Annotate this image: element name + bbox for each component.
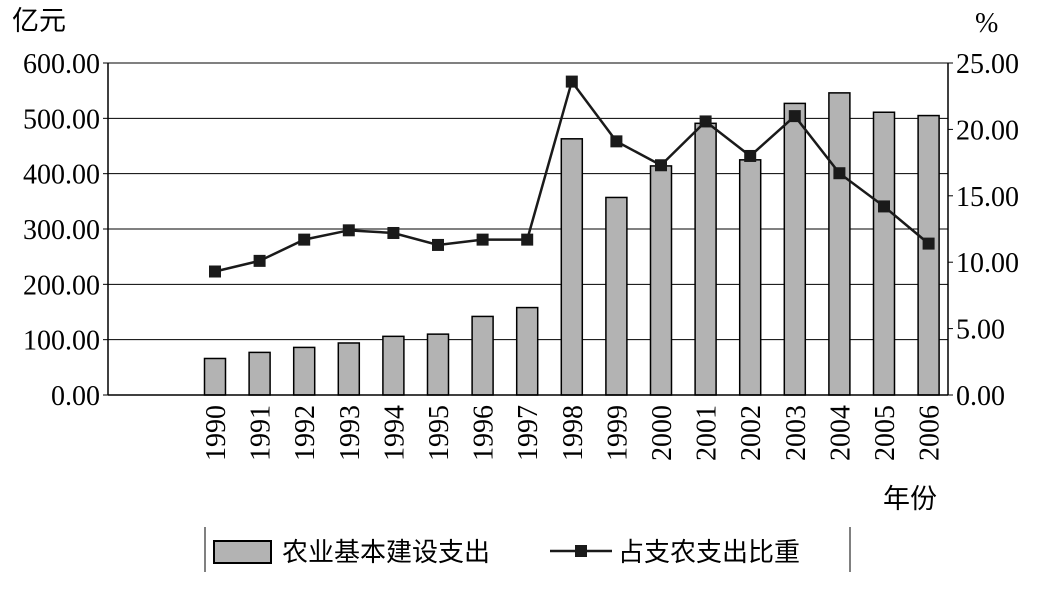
bar [605, 196, 628, 396]
line-marker [209, 265, 221, 278]
x-tick-label: 1991 [246, 405, 277, 461]
y-axis-label: 亿元 [12, 6, 66, 37]
bar [649, 165, 673, 396]
legend-bar-label: 农业基本建设支出 [282, 538, 490, 568]
legend: 农业基本建设支出 占支农支出比重 [204, 527, 851, 572]
x-tick-label: 2003 [781, 405, 812, 461]
x-tick-label: 1992 [290, 405, 321, 461]
x-tick-label: 2004 [825, 405, 856, 461]
x-tick-label: 1996 [469, 405, 500, 461]
line-marker [744, 149, 757, 162]
bar [292, 346, 316, 396]
legend-line-marker [575, 545, 587, 557]
y-tick-label: 0.00 [51, 381, 100, 412]
y-tick-label: 600.00 [23, 49, 100, 80]
line-marker [788, 110, 801, 123]
x-tick-label: 1994 [379, 405, 410, 461]
line-marker [922, 237, 935, 250]
y-tick-label: 400.00 [23, 160, 100, 191]
line-series [209, 75, 935, 278]
x-tick-label: 2006 [915, 405, 946, 461]
x-tick-label: 1995 [424, 405, 455, 461]
y2-tick-label: 15.00 [956, 182, 1019, 213]
line-marker [565, 75, 578, 88]
y-tick-label: 200.00 [23, 270, 100, 301]
y-tick-label: 300.00 [23, 215, 100, 246]
bar [560, 138, 584, 396]
line-marker [521, 233, 534, 246]
y2-tick-label: 0.00 [956, 381, 1005, 412]
x-tick-label: 1998 [558, 405, 589, 461]
x-tick-label: 2000 [647, 405, 678, 461]
bar [471, 315, 494, 396]
y-tick-label: 500.00 [23, 104, 100, 135]
bar [783, 102, 807, 396]
x-tick-label: 1993 [335, 405, 366, 461]
bar [694, 122, 717, 396]
gridlines [108, 62, 948, 341]
line-marker [476, 233, 489, 246]
bar [515, 306, 539, 396]
line-marker [387, 226, 400, 239]
y2-tick-label: 25.00 [956, 49, 1019, 80]
x-tick-label: 1999 [602, 405, 633, 461]
bar [917, 114, 940, 396]
y-tick-label: 100.00 [23, 326, 100, 357]
line-marker [298, 233, 311, 246]
bar [738, 159, 762, 396]
x-tick-label: 1990 [201, 405, 232, 461]
tick-labels: 0.00 100.00 200.00 300.00 400.00 500.00 600.00… [23, 49, 1019, 461]
plot-frame [103, 62, 953, 396]
bar [828, 92, 851, 396]
x-tick-label: 1997 [513, 405, 544, 461]
y2-tick-label: 5.00 [956, 315, 1005, 346]
line-marker [878, 200, 890, 213]
legend-line-label: 占支农支出比重 [618, 538, 800, 568]
x-tick-label: 2002 [736, 405, 767, 461]
bar [248, 351, 271, 396]
line-marker [699, 115, 712, 128]
line-marker [432, 238, 444, 251]
line-marker [342, 224, 355, 237]
line-marker [253, 254, 266, 267]
bar [872, 111, 896, 396]
x-axis-label: 年份 [883, 484, 937, 515]
line-marker [833, 167, 846, 180]
line-marker [610, 135, 623, 148]
x-tick-label: 2001 [692, 405, 723, 461]
bar [426, 333, 450, 396]
bar [382, 335, 405, 396]
legend-bar-swatch [213, 540, 272, 564]
y2-tick-label: 10.00 [956, 248, 1019, 279]
y2-axis-label: % [975, 8, 998, 39]
bar [337, 342, 361, 396]
x-tick-label: 2005 [870, 405, 901, 461]
y2-tick-label: 20.00 [956, 115, 1019, 146]
bars [203, 92, 940, 396]
line-marker [655, 159, 667, 172]
bar [203, 357, 227, 396]
